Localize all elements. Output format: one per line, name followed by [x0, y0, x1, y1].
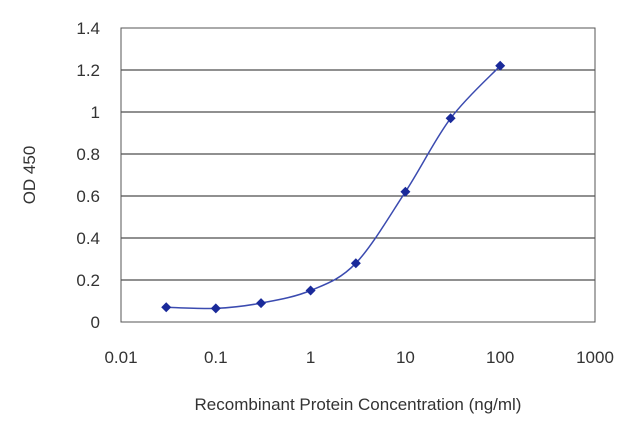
x-tick-label: 1 — [306, 348, 315, 367]
y-tick-label: 0.2 — [76, 271, 100, 290]
x-tick-label: 0.1 — [204, 348, 228, 367]
y-tick-label: 0.8 — [76, 145, 100, 164]
x-tick-label: 1000 — [576, 348, 614, 367]
y-tick-label: 0.4 — [76, 229, 100, 248]
y-axis-ticks: 0 0.2 0.4 0.6 0.8 1 1.2 1.4 — [76, 19, 100, 332]
x-tick-label: 100 — [486, 348, 514, 367]
y-tick-label: 1.4 — [76, 19, 100, 38]
data-point — [495, 60, 506, 71]
x-tick-label: 10 — [396, 348, 415, 367]
data-point — [305, 285, 316, 296]
y-tick-label: 0.6 — [76, 187, 100, 206]
y-tick-label: 0 — [91, 313, 100, 332]
x-axis-title: Recombinant Protein Concentration (ng/ml… — [195, 395, 522, 414]
fit-curve — [166, 65, 501, 310]
y-tick-label: 1 — [91, 103, 100, 122]
data-point — [161, 302, 172, 313]
data-point — [445, 113, 456, 124]
data-points-layer — [161, 60, 506, 314]
data-point — [400, 186, 411, 197]
y-axis-title: OD 450 — [20, 146, 39, 205]
x-axis-ticks: 0.01 0.1 1 10 100 1000 — [104, 348, 613, 367]
data-point — [210, 303, 221, 314]
plot-area — [120, 27, 596, 323]
data-point — [256, 298, 267, 309]
x-tick-label: 0.01 — [104, 348, 137, 367]
gridlines — [121, 69, 595, 281]
data-point — [350, 258, 361, 269]
fit-curve-layer — [166, 65, 501, 310]
y-tick-label: 1.2 — [76, 61, 100, 80]
